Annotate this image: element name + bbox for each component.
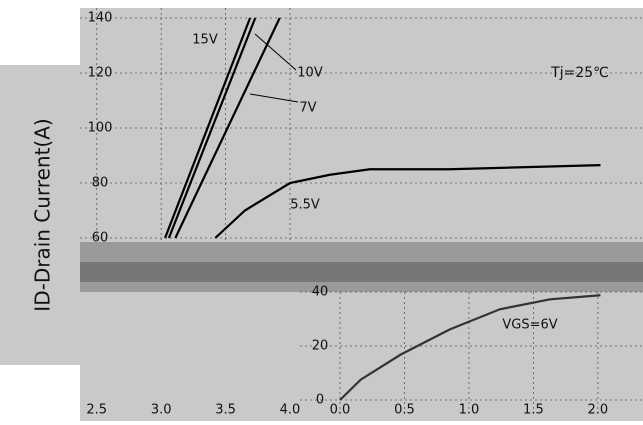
layer: 60 80 100 120 140 2.5 3.0 3.5 4.0 15V 10V 7V 5.5V Tj=… <box>80 8 643 418</box>
x-tick-label: 1.5 <box>523 403 544 418</box>
series-line <box>167 17 257 239</box>
y-tick-label: 140 <box>88 11 113 26</box>
x-tick-label: 1.0 <box>459 403 480 418</box>
arrow <box>254 33 297 71</box>
glitch-band <box>80 262 643 282</box>
x-tick-label: 2.0 <box>588 403 609 418</box>
series-label: 7V <box>299 101 316 116</box>
series-label: 5.5V <box>290 198 320 213</box>
y-tick-label: 0 <box>316 393 324 408</box>
y-tick-label: 60 <box>92 231 109 246</box>
y-tick-label: 40 <box>312 285 329 300</box>
series-line <box>164 17 252 239</box>
x-tick-label: 3.5 <box>215 403 236 418</box>
x-tick-label: 2.5 <box>86 403 107 418</box>
series-label: 15V <box>192 33 218 48</box>
series-line <box>214 164 601 239</box>
y-label-box <box>0 65 80 365</box>
series-label: 10V <box>297 66 323 81</box>
annotation: Tj=25℃ <box>550 65 609 81</box>
y-tick-label: 20 <box>312 339 329 354</box>
y-tick-label: 80 <box>92 176 109 191</box>
x-tick-label: 0.0 <box>330 403 351 418</box>
series-line <box>174 17 281 239</box>
x-tick-label: 4.0 <box>280 403 301 418</box>
y-tick-label: 100 <box>88 121 113 136</box>
y-axis-label: ID-Drain Current(A) <box>31 118 55 311</box>
arrow <box>249 93 299 103</box>
series-line <box>339 294 601 401</box>
x-tick-label: 3.0 <box>151 403 172 418</box>
x-tick-label: 0.5 <box>394 403 415 418</box>
series-label: VGS=6V <box>502 318 557 333</box>
y-tick-label: 120 <box>88 66 113 81</box>
